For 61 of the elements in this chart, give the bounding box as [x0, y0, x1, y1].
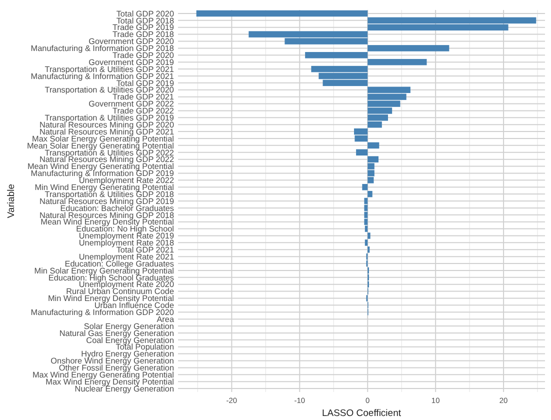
y-tick-label: Transportation & Utilities GDP 2018: [44, 190, 174, 199]
y-tick-label: Onshore Wind Energy Generation: [50, 356, 174, 366]
y-tick-label: Max Wind Energy Density Potential: [46, 377, 174, 386]
y-tick-label: Unemployment Rate 2020: [78, 280, 174, 290]
bar: [364, 240, 368, 246]
y-tick-label: Total GDP 2020: [116, 9, 174, 18]
y-tick-label: Manufacturing & Information GDP 2021: [30, 72, 174, 81]
y-tick-label: Unemployment Rate 2019: [78, 232, 174, 241]
bar: [368, 142, 380, 149]
y-tick-label: Min Solar Energy Generating Potential: [34, 266, 174, 276]
y-tick-label: Unemployment Rate 2021: [78, 252, 174, 262]
y-tick-label: Government GDP 2022: [88, 100, 174, 109]
y-tick-label: Total Population: [116, 342, 174, 352]
y-tick-label: Coal Energy Generation: [86, 336, 174, 345]
y-tick-label: Transportation & Utilities GDP 2022: [44, 148, 174, 158]
bar: [356, 149, 368, 156]
y-tick-label: Mean Wind Energy Generating Potential: [27, 162, 174, 172]
y-tick-label: Hydro Energy Generation: [81, 350, 174, 359]
y-tick-label: Total GDP 2018: [116, 16, 174, 26]
y-tick-label: Manufacturing & Information GDP 2020: [30, 308, 174, 317]
y-tick-label: Other Fossil Energy Generation: [58, 364, 174, 373]
y-tick-label: Trade GDP 2018: [112, 30, 174, 40]
y-tick-label: Trade GDP 2020: [112, 51, 174, 60]
bar: [196, 10, 368, 17]
y-tick-label: Transportation & Utilities GDP 2019: [44, 114, 174, 123]
y-tick-label: Trade GDP 2021: [112, 92, 174, 102]
y-tick-label: Natural Gas Energy Generation: [59, 328, 174, 338]
y-axis-title: Variable: [6, 184, 17, 218]
y-tick-label: Rural Urban Continuum Code: [66, 287, 174, 296]
y-tick-label: Manufacturing & Information GDP 2018: [30, 44, 174, 54]
x-axis-title: LASSO Coefficient: [322, 408, 402, 419]
y-tick-label: Government GDP 2019: [88, 58, 174, 67]
y-tick-label: Education: Bachelor Graduates: [60, 204, 174, 213]
y-tick-label: Total GDP 2019: [116, 78, 174, 88]
y-tick-label: Transportation & Utilities GDP 2020: [44, 86, 174, 95]
bar: [305, 52, 368, 58]
bar: [368, 58, 427, 66]
y-tick-label: Solar Energy Generation: [84, 322, 174, 331]
bar: [368, 232, 370, 239]
y-tick-label: Mean Solar Energy Generating Potential: [26, 141, 174, 150]
y-tick-label: Natural Resources Mining GDP 2021: [39, 127, 174, 136]
y-tick-label: Natural Resources Mining GDP 2018: [39, 210, 174, 220]
y-tick-label: Min Wind Energy Generating Potential: [34, 182, 174, 192]
y-tick-label: Total GDP 2021: [116, 245, 174, 254]
y-tick-label: Trade GDP 2022: [112, 106, 174, 116]
y-tick-label: Education: College Graduates: [64, 259, 174, 268]
y-tick-label: Unemployment Rate 2018: [78, 238, 174, 248]
y-tick-label: Education: No High School: [76, 224, 174, 234]
bar: [368, 45, 450, 52]
y-tick-label: Government GDP 2020: [88, 37, 174, 46]
y-tick-label: Trade GDP 2019: [112, 23, 174, 32]
bar: [362, 184, 368, 190]
bar: [368, 190, 372, 198]
y-tick-label: Transportation & Utilities GDP 2021: [44, 64, 174, 74]
y-tick-label: Unemployment Rate 2022: [78, 176, 174, 186]
y-tick-label: Urban Influence Code: [94, 301, 174, 310]
y-tick-label: Max Solar Energy Generating Potential: [32, 134, 174, 144]
y-tick-label: Max Wind Energy Generating Potential: [32, 370, 174, 380]
y-tick-label: Mean Wind Energy Density Potential: [40, 218, 174, 227]
y-tick-label: Min Wind Energy Density Potential: [48, 294, 174, 304]
y-tick-label: Area: [156, 314, 174, 324]
